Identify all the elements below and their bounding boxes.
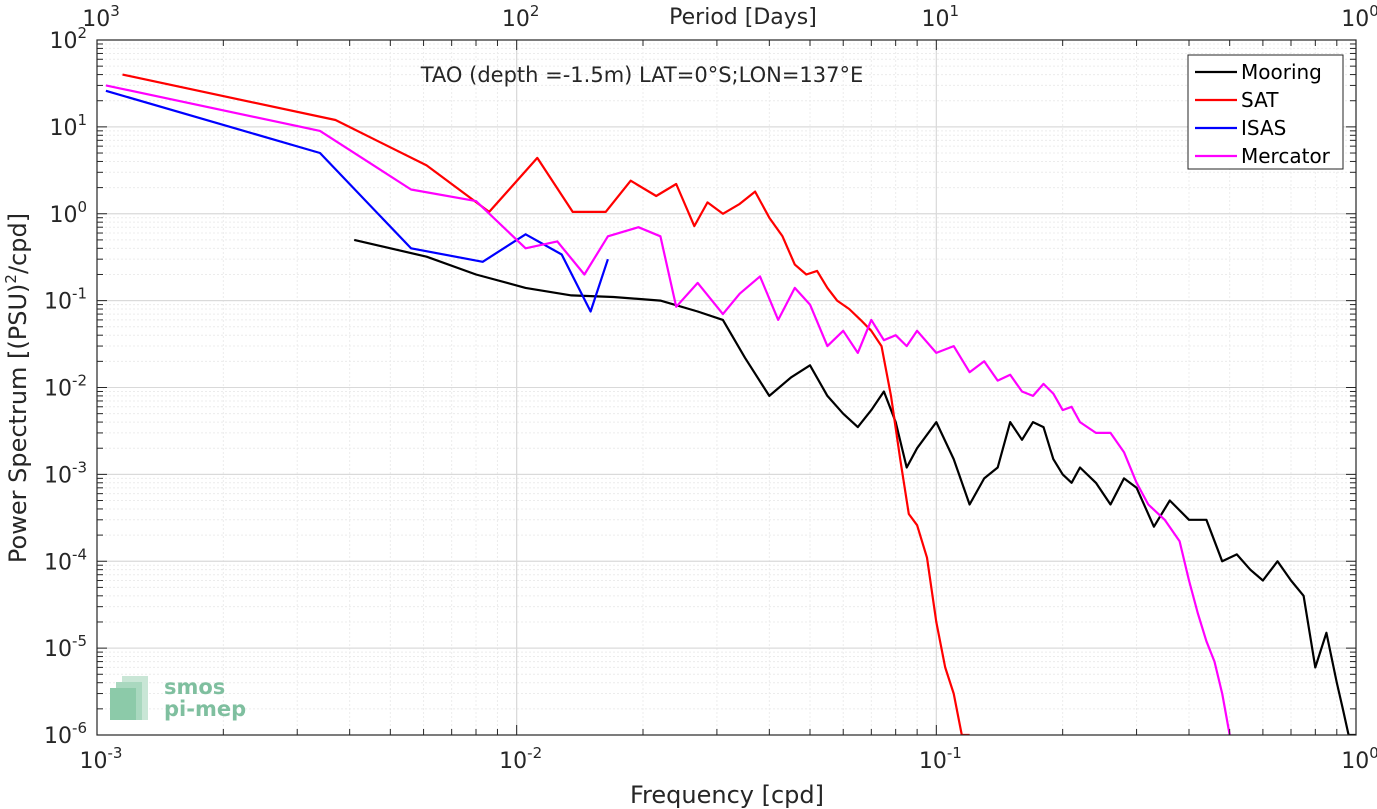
y-tick-label-exp: 0 bbox=[77, 198, 87, 216]
legend-label-isas: ISAS bbox=[1241, 116, 1286, 140]
x2-tick-label-exp: 1 bbox=[950, 2, 960, 20]
legend-label-mercator: Mercator bbox=[1241, 144, 1331, 168]
y-tick-label-base: 10 bbox=[49, 116, 77, 141]
x-axis-title: Frequency [cpd] bbox=[630, 781, 824, 809]
y-tick-label-base: 10 bbox=[44, 550, 72, 575]
x2-tick-label-base: 10 bbox=[1341, 7, 1369, 32]
y-tick-label-exp: -3 bbox=[72, 458, 87, 476]
x-tick-label-base: 10 bbox=[1341, 749, 1369, 774]
smos-pi-mep-logo: smos pi-mep bbox=[110, 675, 246, 721]
x2-tick-label-exp: 2 bbox=[530, 2, 540, 20]
y-tick-label-base: 10 bbox=[44, 290, 72, 315]
x-tick-label: 10-2 bbox=[499, 744, 542, 774]
series-line-mooring bbox=[353, 238, 1356, 735]
y-tick-label-exp: -2 bbox=[72, 372, 87, 390]
legend-box bbox=[1187, 54, 1344, 170]
y-tick-label-exp: -4 bbox=[72, 545, 87, 563]
x2-tick-label: 102 bbox=[502, 2, 540, 32]
x-tick-label-exp: 0 bbox=[1369, 744, 1377, 762]
x2-tick-label-exp: 0 bbox=[1369, 2, 1377, 20]
x-tick-label-base: 10 bbox=[80, 749, 108, 774]
y-tick-label: 100 bbox=[49, 198, 87, 228]
y-axis-title-sup: 2 bbox=[2, 274, 20, 284]
y-tick-label: 101 bbox=[49, 111, 87, 141]
logo-text-pi-mep: pi-mep bbox=[164, 697, 246, 721]
y-tick-label-base: 10 bbox=[44, 463, 72, 488]
series-line-mercator bbox=[105, 84, 1231, 735]
y-tick-label-exp: -5 bbox=[72, 632, 87, 650]
y-tick-label: 102 bbox=[49, 24, 87, 54]
top-axis-title: Period [Days] bbox=[669, 5, 817, 30]
y-tick-label-exp: 1 bbox=[77, 111, 87, 129]
y-tick-label: 10-6 bbox=[44, 719, 87, 749]
x-tick-label: 100 bbox=[1341, 744, 1377, 774]
y-axis-title-main: Power Spectrum [(PSU) bbox=[4, 284, 32, 563]
x2-tick-label: 103 bbox=[82, 2, 120, 32]
y-tick-label-base: 10 bbox=[49, 29, 77, 54]
x2-tick-label: 100 bbox=[1341, 2, 1377, 32]
x-tick-label-base: 10 bbox=[919, 749, 947, 774]
legend: Mooring SAT ISAS Mercator bbox=[1187, 54, 1344, 170]
x2-tick-label: 101 bbox=[922, 2, 960, 32]
x-tick-label-exp: -1 bbox=[947, 744, 962, 762]
y-tick-label-base: 10 bbox=[44, 377, 72, 402]
chart-title: TAO (depth =-1.5m) LAT=0°S;LON=137°E bbox=[420, 63, 864, 87]
y-tick-label: 10-3 bbox=[44, 458, 87, 488]
x-tick-label-base: 10 bbox=[499, 749, 527, 774]
y-axis-title: Power Spectrum [(PSU)2/cpd] bbox=[2, 213, 32, 563]
y-axis-title-tail: /cpd] bbox=[4, 213, 32, 274]
x-tick-label-exp: -3 bbox=[108, 744, 123, 762]
x2-tick-label-exp: 3 bbox=[110, 2, 120, 20]
x-tick-label: 10-1 bbox=[919, 744, 962, 774]
y-tick-label-base: 10 bbox=[44, 637, 72, 662]
series-line-sat bbox=[122, 73, 970, 735]
logo-layer-front bbox=[110, 688, 136, 720]
y-tick-label-base: 10 bbox=[49, 203, 77, 228]
x2-tick-label-base: 10 bbox=[502, 7, 530, 32]
y-tick-label-exp: 2 bbox=[77, 24, 87, 42]
y-tick-label: 10-4 bbox=[44, 545, 87, 575]
y-tick-label-base: 10 bbox=[44, 724, 72, 749]
x2-tick-label-base: 10 bbox=[922, 7, 950, 32]
y-tick-label-exp: -6 bbox=[72, 719, 87, 737]
x-tick-label-exp: -2 bbox=[527, 744, 542, 762]
series-line-isas bbox=[105, 89, 609, 313]
series-layer bbox=[105, 73, 1356, 735]
y-tick-label: 10-1 bbox=[44, 285, 87, 315]
logo-text-smos: smos bbox=[164, 675, 225, 699]
x-tick-label: 10-3 bbox=[80, 744, 123, 774]
tick-marks bbox=[96, 39, 1357, 736]
x2-tick-label-base: 10 bbox=[82, 7, 110, 32]
legend-label-sat: SAT bbox=[1241, 88, 1279, 112]
legend-label-mooring: Mooring bbox=[1241, 60, 1322, 84]
y-tick-label: 10-2 bbox=[44, 372, 87, 402]
y-tick-label-exp: -1 bbox=[72, 285, 87, 303]
y-tick-label: 10-5 bbox=[44, 632, 87, 662]
